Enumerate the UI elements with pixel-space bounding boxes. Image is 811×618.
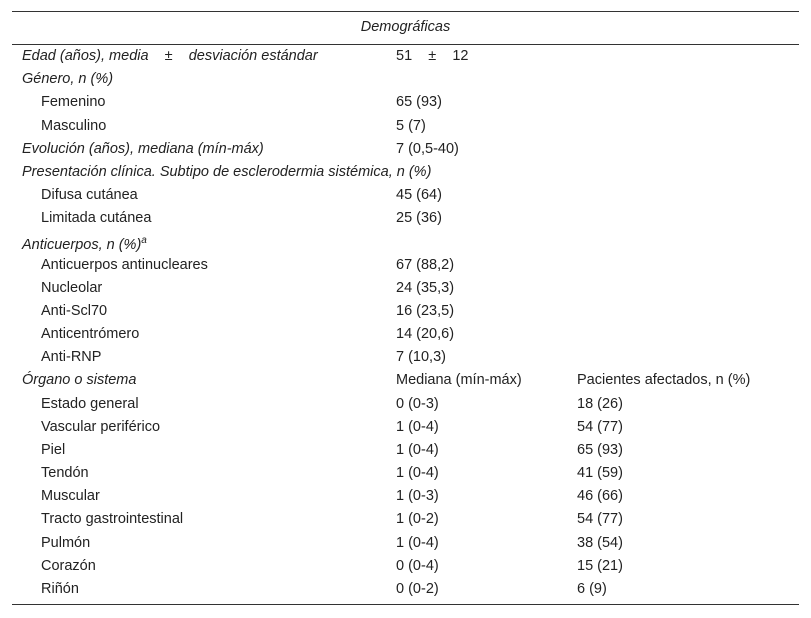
row-label: Pulmón [41,534,91,551]
row-label: Riñón [41,580,79,597]
section-label: Edad (años), media ± desviación estándar [22,48,318,64]
row-label: Estado general [41,395,139,412]
column-header: 51 ± 12 [396,48,469,64]
value: 0 (0-2) [396,580,439,597]
rule [12,44,799,45]
value: 38 (54) [577,534,623,551]
row-label: Corazón [41,557,96,574]
footnote-mark: a [141,235,147,247]
row-label: Difusa cutánea [41,187,138,204]
section-title: Presentación clínica. Subtipo de esclero… [22,162,431,182]
section-title: Edad (años), media ± desviación estándar [22,46,318,66]
section-label: Evolución (años), mediana (mín-máx) [22,140,264,157]
value: 45 (64) [396,187,442,204]
value: 25 (36) [396,210,442,227]
value: 7 (10,3) [396,349,446,366]
value: 1 (0-4) [396,534,439,551]
value: 46 (66) [577,488,623,505]
value: 1 (0-4) [396,441,439,458]
row-label: Muscular [41,488,100,505]
table-title: Demográficas [360,19,451,35]
value: 14 (20,6) [396,326,455,343]
value: 54 (77) [577,418,623,435]
value: 0 (0-3) [396,395,439,412]
rule [12,11,799,12]
row-label: Vascular periférico [41,418,161,435]
section-title: Evolución (años), mediana (mín-máx) [22,139,264,159]
section-label: Anticuerpos, n (%) [22,237,142,254]
section-title: Órgano o sistema [22,370,136,390]
row-label: Tendón [41,465,89,482]
row-label: Limitada cutánea [41,210,152,227]
value: 24 (35,3) [396,279,455,296]
value: 1 (0-4) [396,465,439,482]
rule [12,604,799,605]
section-label: Género, n (%) [22,71,114,88]
value: 54 (77) [577,511,623,528]
section-label: Presentación clínica. Subtipo de esclero… [22,163,432,180]
row-label: Anticuerpos antinucleares [41,256,208,273]
value: 65 (93) [396,94,442,111]
value: 18 (26) [577,395,623,412]
row-label: Anti-RNP [41,349,102,366]
value: 67 (88,2) [396,256,455,273]
row-label: Anti-Scl70 [41,302,108,319]
row-label: Femenino [41,94,106,111]
value: 1 (0-3) [396,488,439,505]
column-header: Mediana (mín-máx) [396,372,522,389]
value: 1 (0-4) [396,418,439,435]
row-label: Nucleolar [41,279,103,296]
row-label: Anticentrómero [41,326,140,343]
column-header: 7 (0,5-40) [396,140,459,157]
row-label: Piel [41,441,66,458]
row-label: Tracto gastrointestinal [41,511,184,528]
section-title: Anticuerpos, n (%)a [22,231,147,255]
value: 16 (23,5) [396,302,455,319]
value: 65 (93) [577,441,623,458]
row-label: Masculino [41,117,107,134]
section-label: Órgano o sistema [22,372,137,389]
value: 6 (9) [577,580,607,597]
value: 15 (21) [577,557,623,574]
section-title: Género, n (%) [22,69,113,89]
column-header: Pacientes afectados, n (%) [577,372,751,389]
value: 1 (0-2) [396,511,439,528]
value: 0 (0-4) [396,557,439,574]
value: 41 (59) [577,465,623,482]
value: 5 (7) [396,117,426,134]
